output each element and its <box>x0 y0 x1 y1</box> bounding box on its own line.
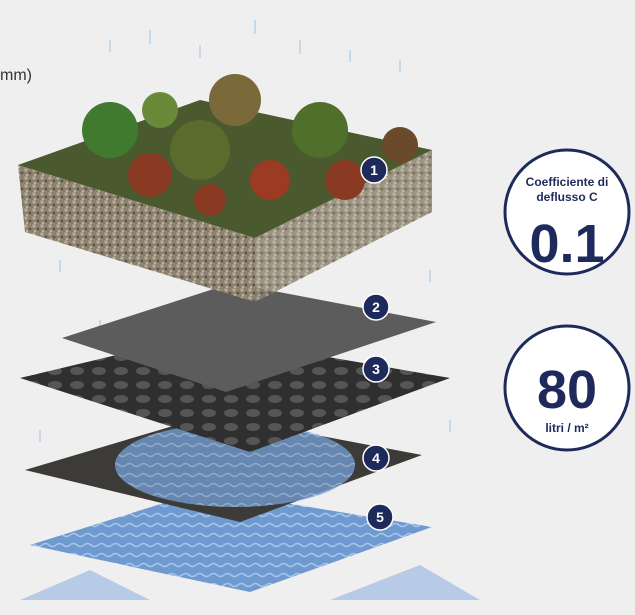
badge-label: Coefficiente di deflusso C <box>526 175 609 204</box>
layer-3 <box>20 335 450 452</box>
rain <box>39 20 451 442</box>
layer-markers: 1 2 3 4 5 <box>360 156 394 531</box>
layer-number: 1 <box>370 162 378 178</box>
caption-fragment: mm) <box>0 67 32 84</box>
layer-4-water <box>115 423 355 507</box>
layer-1-side <box>255 150 432 302</box>
badge <box>503 148 631 276</box>
plants <box>82 74 418 216</box>
badge-value: 80 <box>537 360 597 420</box>
badge-unit: litri / m² <box>545 421 588 435</box>
badge-label-line: deflusso C <box>536 190 598 204</box>
badge <box>503 324 631 452</box>
layer-2 <box>62 283 436 392</box>
layer-number: 4 <box>372 450 380 466</box>
flow-arrows <box>20 565 480 600</box>
layer-5 <box>30 490 432 592</box>
layer-number: 2 <box>372 299 380 315</box>
layer-number: 5 <box>376 509 384 525</box>
badge-label-line: Coefficiente di <box>526 175 609 189</box>
layer-1-front <box>18 165 255 302</box>
badge-value: 0.1 <box>529 214 604 274</box>
layer-number: 3 <box>372 361 380 377</box>
